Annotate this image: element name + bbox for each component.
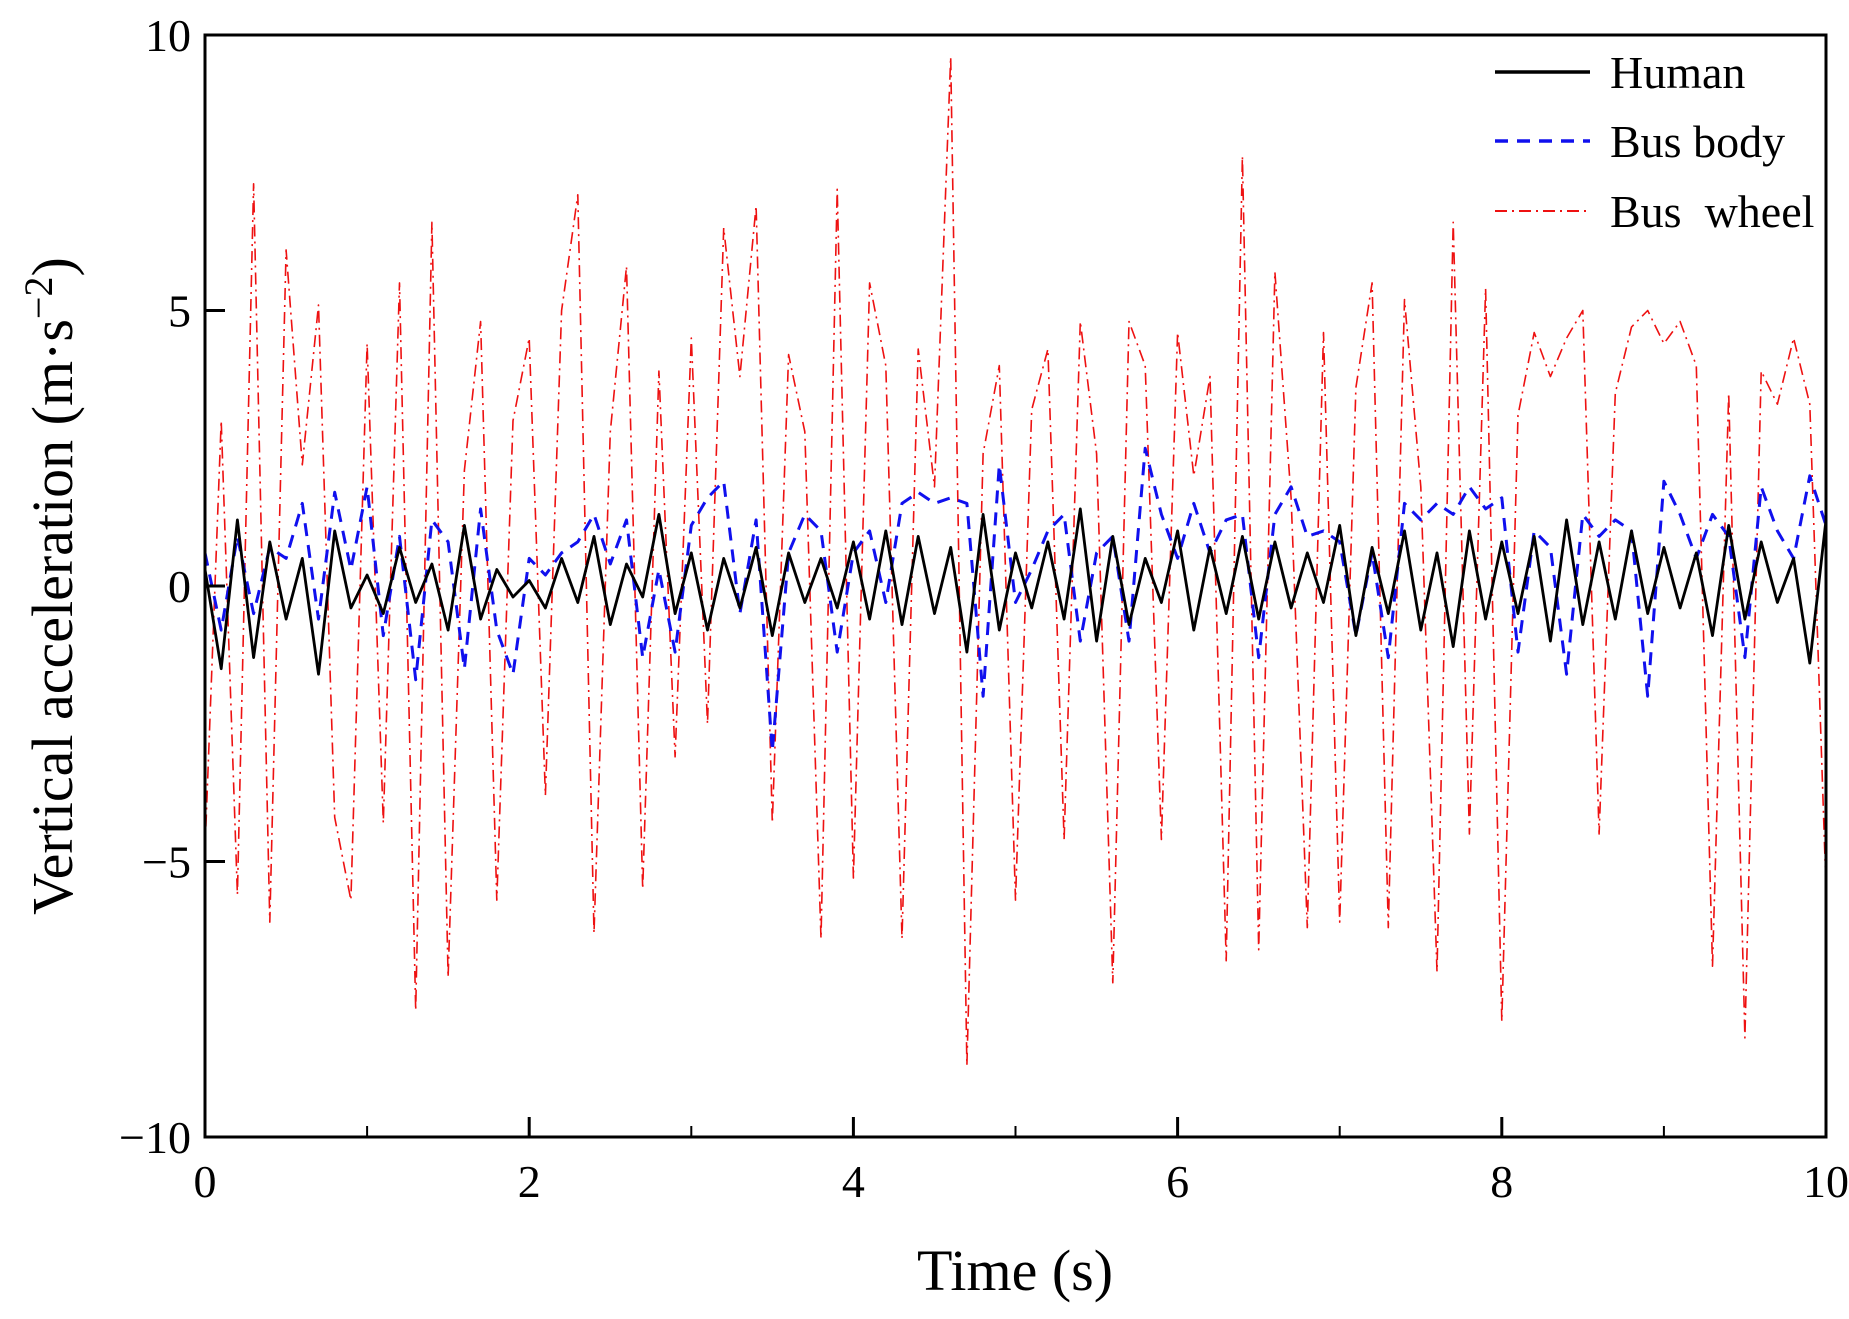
legend-label-bus-body: Bus body xyxy=(1610,116,1785,167)
y-tick-label-10: 10 xyxy=(145,10,191,61)
y-axis-title: Vertical acceleration (m·s−2) xyxy=(16,257,85,915)
x-axis-title: Time (s) xyxy=(917,1238,1113,1303)
y-tick-label-5: 5 xyxy=(168,286,191,337)
series-line-bus-wheel xyxy=(204,56,1827,1067)
y-tick-label-0: 0 xyxy=(168,561,191,612)
x-tick-label-6: 6 xyxy=(1166,1156,1189,1207)
x-tick-label-10: 10 xyxy=(1803,1156,1849,1207)
x-tick-label-4: 4 xyxy=(842,1156,865,1207)
y-tick-label--5: −5 xyxy=(142,837,191,888)
legend-item-bus-wheel: Bus wheel xyxy=(1495,186,1814,237)
x-tick-label-2: 2 xyxy=(518,1156,541,1207)
legend-label-bus-wheel: Bus wheel xyxy=(1610,186,1814,237)
legend-item-human: Human xyxy=(1495,47,1745,98)
y-axis-title-exponent: −2 xyxy=(16,276,61,319)
y-tick-label--10: −10 xyxy=(119,1112,191,1163)
legend-label-human: Human xyxy=(1610,47,1745,98)
x-tick-label-8: 8 xyxy=(1490,1156,1513,1207)
legend-item-bus-body: Bus body xyxy=(1495,116,1785,167)
series-line-bus-body xyxy=(203,446,1828,753)
ticks-layer: 0 2 4 6 8 10 −10 −5 0 5 10 xyxy=(119,10,1849,1207)
y-axis-title-main: Vertical acceleration (m·s xyxy=(20,319,85,915)
y-axis-title-close: ) xyxy=(20,257,85,276)
series-layer xyxy=(203,56,1828,1067)
legend: Human Bus body Bus wheel xyxy=(1495,47,1814,237)
x-tick-label-0: 0 xyxy=(194,1156,217,1207)
